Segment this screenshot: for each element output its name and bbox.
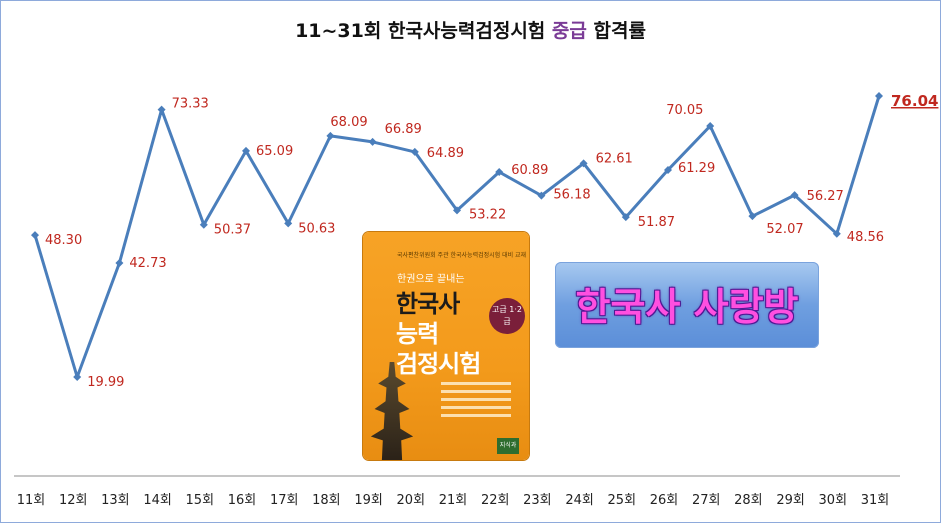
data-label-26회: 61.29: [678, 161, 715, 176]
x-tick-label-13회: 13회: [101, 493, 130, 508]
x-tick-label-22회: 22회: [481, 493, 510, 508]
data-points: [31, 92, 883, 381]
data-label-11회: 48.30: [45, 233, 82, 248]
data-point-20회: [410, 147, 419, 156]
data-point-28회: [748, 212, 757, 221]
title-prefix: 11~31회 한국사능력검정시험: [295, 20, 552, 42]
data-point-31회: [875, 92, 883, 100]
title-highlight: 중급: [551, 20, 587, 42]
data-labels: 48.30 19.99 42.73 73.33 50.37 65.09 50.63 68.09…: [45, 92, 938, 390]
data-label-24회: 62.61: [596, 151, 633, 166]
data-label-21회: 53.22: [469, 207, 506, 222]
community-banner: 한국사 사랑방: [555, 262, 819, 348]
chart-title: 11~31회 한국사능력검정시험 중급 합격률: [0, 16, 941, 43]
data-point-15회: [199, 220, 208, 229]
data-label-15회: 50.37: [214, 223, 251, 238]
data-point-29회: [790, 191, 799, 200]
x-tick-labels: 11회 12회 13회 14회 15회 16회 17회 18회 19회 20회 21회 22회 23회 2…: [17, 493, 890, 508]
data-point-24회: [579, 159, 588, 168]
data-label-30회: 48.56: [847, 230, 884, 245]
x-tick-label-11회: 11회: [17, 493, 46, 508]
banner-text: 한국사 사랑방: [575, 285, 799, 329]
data-label-31회: 76.04: [891, 92, 938, 110]
x-tick-label-20회: 20회: [397, 493, 426, 508]
data-label-13회: 42.73: [129, 256, 166, 271]
x-tick-label-31회: 31회: [861, 493, 890, 508]
data-label-14회: 73.33: [172, 97, 209, 112]
data-label-20회: 64.89: [427, 146, 464, 161]
data-label-18회: 68.09: [330, 115, 367, 130]
data-point-16회: [242, 146, 250, 155]
data-point-21회: [453, 206, 461, 215]
book-cover-image: 국사편찬위원회 주관 한국사능력검정시험 대비 교재 한권으로 끝내는 한국사 …: [363, 232, 529, 460]
x-tick-label-25회: 25회: [608, 493, 637, 508]
data-label-27회: 70.05: [666, 103, 703, 118]
data-point-30회: [832, 229, 841, 238]
data-point-12회: [73, 373, 82, 381]
data-point-25회: [621, 213, 630, 222]
x-tick-label-18회: 18회: [312, 493, 341, 508]
data-label-17회: 50.63: [298, 221, 335, 236]
book-title-line2: 능력: [396, 320, 439, 348]
x-tick-label-15회: 15회: [186, 493, 215, 508]
book-subtitle: 한권으로 끝내는: [397, 274, 465, 285]
data-label-28회: 52.07: [766, 222, 803, 237]
data-point-13회: [115, 258, 124, 267]
data-point-18회: [326, 131, 335, 140]
data-point-19회: [368, 137, 377, 146]
data-point-11회: [31, 231, 39, 240]
x-tick-label-29회: 29회: [776, 493, 805, 508]
x-tick-label-21회: 21회: [439, 493, 468, 508]
x-tick-label-12회: 12회: [59, 493, 88, 508]
publisher-logo: 지식과: [497, 438, 519, 454]
data-point-14회: [157, 105, 166, 114]
x-tick-label-27회: 27회: [692, 493, 721, 508]
x-tick-label-24회: 24회: [565, 493, 594, 508]
x-tick-label-28회: 28회: [734, 493, 763, 508]
x-tick-label-30회: 30회: [819, 493, 848, 508]
data-label-19회: 66.89: [385, 122, 422, 137]
title-suffix: 합격률: [586, 20, 646, 42]
book-level-badge: 고급 1·2급: [489, 298, 525, 334]
x-tick-label-26회: 26회: [650, 493, 679, 508]
data-point-23회: [537, 191, 546, 200]
data-point-22회: [495, 167, 504, 176]
x-tick-label-17회: 17회: [270, 493, 299, 508]
data-point-26회: [664, 165, 672, 174]
data-label-23회: 56.18: [553, 188, 590, 203]
data-label-22회: 60.89: [511, 163, 548, 178]
book-description-lines: [441, 382, 511, 422]
data-label-12회: 19.99: [87, 375, 124, 390]
x-tick-label-19회: 19회: [354, 493, 383, 508]
data-point-27회: [706, 122, 715, 131]
x-tick-label-14회: 14회: [143, 493, 172, 508]
data-label-29회: 56.27: [807, 189, 844, 204]
book-title-line3: 검정시험: [396, 350, 481, 378]
book-title-line1: 한국사: [396, 290, 460, 318]
data-point-17회: [284, 219, 293, 228]
book-series-text: 국사편찬위원회 주관 한국사능력검정시험 대비 교재: [397, 252, 527, 259]
data-label-25회: 51.87: [638, 215, 675, 230]
x-tick-label-23회: 23회: [523, 493, 552, 508]
data-label-16회: 65.09: [256, 144, 293, 159]
x-tick-label-16회: 16회: [228, 493, 257, 508]
